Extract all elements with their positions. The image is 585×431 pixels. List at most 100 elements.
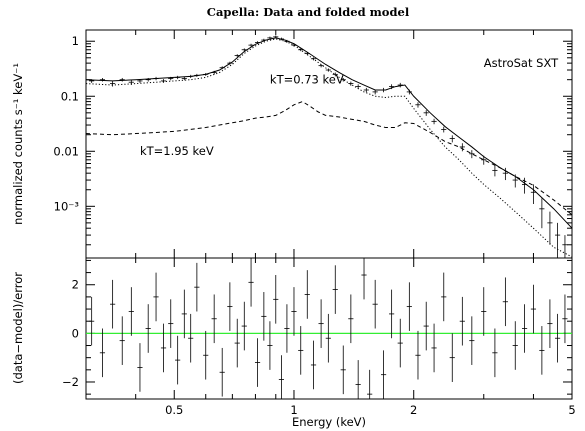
residual-data-point xyxy=(254,338,261,387)
spectrum-data-point xyxy=(459,143,465,152)
residual-data-point xyxy=(188,313,194,363)
spectrum-annotation: kT=1.95 keV xyxy=(140,144,214,158)
spectrum-data-point xyxy=(502,167,508,181)
residual-data-point xyxy=(267,321,273,370)
residual-data-point xyxy=(304,270,310,319)
residual-data-point xyxy=(423,301,429,351)
spectrum-data-point xyxy=(298,48,304,52)
spectrum-data-point xyxy=(363,87,369,93)
spectrum-data-point xyxy=(110,80,116,87)
residual-data-point xyxy=(469,316,475,365)
spectrum-model-line-dotted xyxy=(85,38,573,258)
residual-data-point xyxy=(340,345,346,395)
spectrum-series xyxy=(85,35,573,258)
residual-data-point xyxy=(459,296,465,346)
residual-data-point xyxy=(119,316,125,365)
residual-y-axis-label: (data−model)/error xyxy=(11,272,25,384)
spectrum-panel: 1 0.1 0.01 10⁻³ AstroSat SXT kT=0.73 keV kT=1… xyxy=(11,29,573,259)
residual-data-point xyxy=(310,340,317,390)
residual-x-ticks: 0.5 1 2 5 xyxy=(85,258,576,417)
residual-data-point xyxy=(481,287,487,336)
residual-data-point xyxy=(99,328,106,378)
spectrum-data-point xyxy=(492,165,498,177)
spectrum-data-point xyxy=(241,48,247,52)
residual-data-point xyxy=(298,326,304,375)
spectrum-data-point xyxy=(332,72,338,77)
residual-data-point xyxy=(241,301,247,351)
residual-data-point xyxy=(211,294,217,344)
residual-data-point xyxy=(168,299,174,348)
spectrum-data-point xyxy=(181,76,187,81)
residual-data-point xyxy=(153,272,159,322)
spectrum-data-point xyxy=(539,198,545,229)
x-tick-label: 0.5 xyxy=(165,403,183,417)
spectrum-data-point xyxy=(415,102,421,108)
residual-data-point xyxy=(160,323,167,373)
spectrum-model-line-dashed xyxy=(85,101,573,216)
residual-data-point xyxy=(562,294,568,344)
residual-data-point xyxy=(137,343,143,392)
spectrum-y-tick-label: 0.01 xyxy=(53,144,79,158)
residual-data-point xyxy=(128,287,134,336)
residual-data-point xyxy=(492,328,498,378)
spectrum-data-point xyxy=(431,118,437,125)
residual-data-point xyxy=(539,326,545,375)
x-tick-label: 2 xyxy=(410,403,417,417)
residual-data-point xyxy=(175,335,181,385)
residual-data-point xyxy=(248,258,254,307)
residual-data-point xyxy=(227,282,233,331)
residual-data-point xyxy=(273,275,279,324)
residual-data-point xyxy=(380,350,387,399)
residual-data-point xyxy=(521,304,528,353)
residual-data-point xyxy=(554,313,561,363)
residual-y-tick-label: 2 xyxy=(72,278,79,292)
residual-data-point xyxy=(406,282,412,331)
spectrum-annotation: kT=0.73 keV xyxy=(270,73,344,87)
spectrum-data-point xyxy=(562,235,568,258)
residual-data-point xyxy=(325,313,331,363)
residual-y-ticks: 2 0 −2 xyxy=(62,259,572,395)
residual-data-point xyxy=(291,287,297,336)
residual-data-point xyxy=(145,304,151,353)
residual-data-point xyxy=(261,292,267,341)
spectrum-data-point xyxy=(423,110,429,116)
spectrum-data-point xyxy=(248,43,254,47)
spectrum-model-line-solid xyxy=(85,37,573,229)
spectrum-data-point xyxy=(449,135,455,143)
spectrum-x-ticks xyxy=(85,30,573,258)
spectrum-data-point xyxy=(441,126,447,133)
residual-panel: 0.5 1 2 5 2 0 −2 (data−model)/error Energy (k… xyxy=(11,257,576,429)
residual-data-point xyxy=(361,258,367,300)
residual-data-point xyxy=(367,369,373,399)
spectrum-y-ticks: 1 0.1 0.01 10⁻³ xyxy=(53,34,572,246)
residual-data-point xyxy=(318,299,324,348)
spectrum-annotation: AstroSat SXT xyxy=(484,56,559,70)
residual-data-point xyxy=(547,299,553,348)
residual-data-point xyxy=(194,262,200,312)
residual-data-point xyxy=(89,296,95,346)
residual-data-point xyxy=(431,323,437,373)
residual-data-point xyxy=(278,355,285,399)
spectrum-data-point xyxy=(160,79,167,83)
residual-data-point xyxy=(449,333,455,382)
residual-panel-frame xyxy=(85,257,573,400)
residual-y-tick-label: −2 xyxy=(62,375,79,389)
spectrum-data-point xyxy=(469,150,475,159)
spectrum-y-tick-label: 10⁻³ xyxy=(54,199,80,213)
residual-data-point xyxy=(355,360,361,399)
residual-data-point xyxy=(284,304,290,353)
spectrum-data-point xyxy=(234,54,240,57)
chart-title: Capella: Data and folded model xyxy=(207,5,410,19)
residual-data-point xyxy=(348,294,354,344)
residual-data-point xyxy=(415,330,421,380)
residual-data-point xyxy=(441,272,447,322)
spectrum-y-tick-label: 1 xyxy=(72,34,79,48)
residual-data-point xyxy=(397,318,403,368)
residual-data-point xyxy=(181,289,187,339)
residual-data-point xyxy=(372,279,378,329)
residual-data-point xyxy=(530,284,537,334)
residual-data-point xyxy=(219,347,225,397)
spectrum-y-axis-label: normalized counts s⁻¹ keV⁻¹ xyxy=(11,63,25,225)
residual-y-tick-label: 0 xyxy=(72,326,79,340)
